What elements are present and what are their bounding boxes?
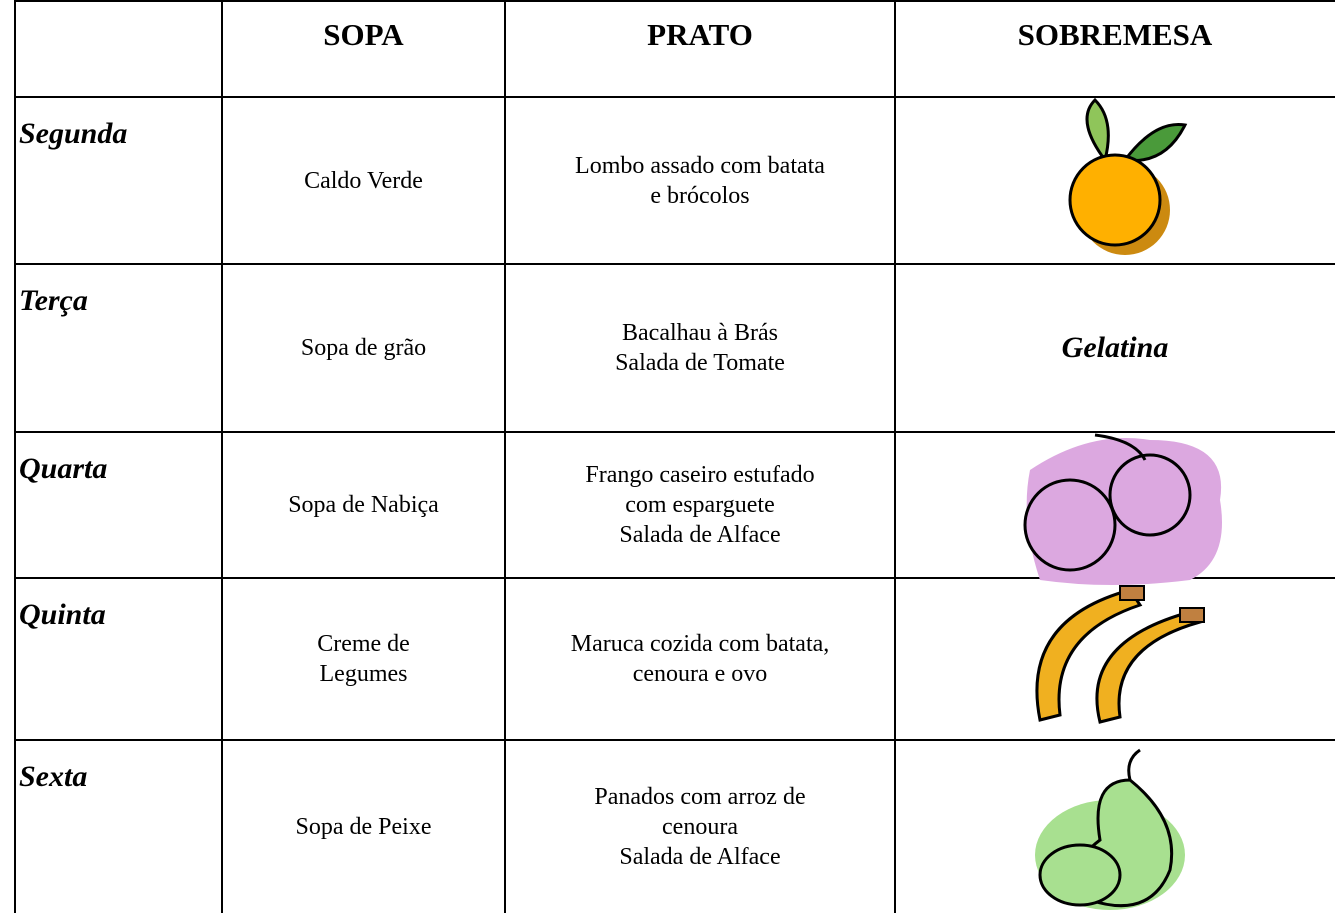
sopa-cell: Sopa de grão [300,335,427,361]
header-cell: PRATO [647,17,753,52]
prato-cell: Lombo assado com batata e brócolos [575,152,825,209]
day-label: Quarta [19,452,108,485]
day-label: Segunda [19,117,128,150]
apples-clipart [1023,433,1222,585]
header-cell: SOBREMESA [1017,17,1213,52]
sopa-cell: Creme de Legumes [317,631,410,687]
day-label: Quinta [19,598,106,631]
prato-cell: Panados com arroz de cenoura Salada de A… [594,783,806,870]
sopa-cell: Caldo Verde [304,167,423,194]
orange-clipart [1068,97,1188,255]
day-label: Sexta [19,760,88,793]
sopa-cell: Sopa de Nabiça [288,492,439,518]
pear-clipart [1035,748,1185,910]
prato-cell: Frango caseiro estufado com esparguete S… [585,462,815,548]
sopa-cell: Sopa de Peixe [295,813,432,840]
day-label: Terça [19,284,88,317]
prato-cell: Maruca cozida com batata, cenoura e ovo [570,631,830,687]
sobremesa-cell: Gelatina [1061,331,1169,364]
bananas-clipart [1035,585,1205,724]
header-cell: SOPA [323,17,404,52]
prato-cell: Bacalhau à Brás Salada de Tomate [615,320,785,376]
